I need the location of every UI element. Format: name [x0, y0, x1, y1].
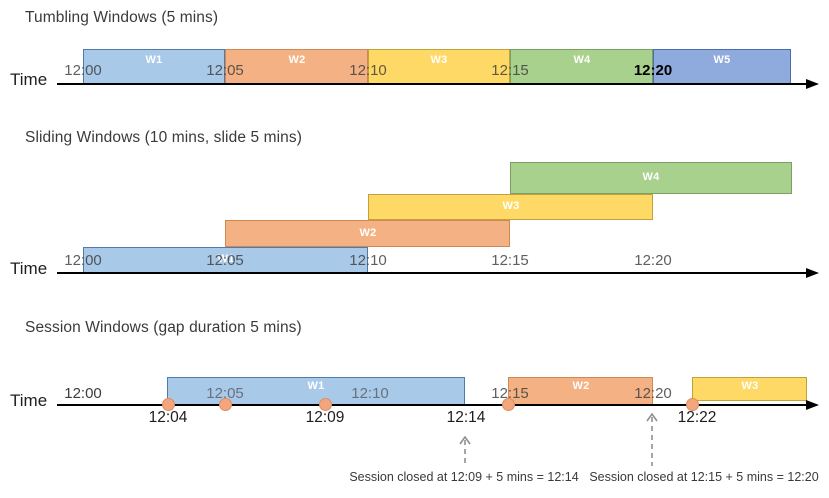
tick-label-1220: 12:20 — [634, 385, 672, 402]
tick-label-1205: 12:05 — [206, 252, 244, 269]
tick-label-1210: 12:10 — [351, 385, 389, 402]
session-close-arrow-1 — [458, 435, 472, 464]
tick-label-1215: 12:15 — [491, 62, 529, 79]
window-label-w4: W4 — [642, 171, 660, 183]
window-label-w4: W4 — [573, 54, 591, 66]
tick-label-1215: 12:15 — [491, 252, 529, 269]
window-w3 — [692, 377, 807, 401]
event-dot-unlabeled-1 — [219, 398, 232, 411]
session-close-annotation-2: Session closed at 12:15 + 5 mins = 12:20 — [589, 470, 819, 484]
tick-label-1205: 12:05 — [206, 62, 244, 79]
tick-label-1210: 12:10 — [349, 62, 387, 79]
window-label-w2: W2 — [359, 227, 377, 239]
time-axis-label-tumbling: Time — [10, 70, 48, 89]
window-label-w1: W1 — [307, 380, 325, 392]
window-label-w2: W2 — [288, 54, 306, 66]
tick-label-1205: 12:05 — [206, 385, 244, 402]
window-w1 — [83, 247, 368, 273]
time-axis-arrowhead — [806, 400, 819, 410]
tick-label-1200: 12:00 — [64, 62, 102, 79]
window-w1 — [167, 377, 465, 405]
event-dot-1215 — [502, 398, 515, 411]
tick-label-1220: 12:20 — [633, 62, 673, 79]
window-w2 — [225, 220, 510, 247]
time-axis — [57, 404, 806, 406]
window-label-w3: W3 — [502, 200, 520, 212]
window-w4 — [510, 162, 792, 194]
window-w3 — [368, 194, 653, 220]
window-label-w1: W1 — [217, 253, 235, 265]
window-label-w3: W3 — [741, 380, 759, 392]
time-axis — [57, 83, 806, 85]
time-axis-arrowhead — [806, 79, 819, 89]
sliding-windows-title: Sliding Windows (10 mins, slide 5 mins) — [25, 129, 302, 146]
time-axis-arrowhead — [806, 268, 819, 278]
event-time-label-1214: 12:14 — [446, 409, 486, 426]
session-windows-title: Session Windows (gap duration 5 mins) — [25, 319, 302, 336]
time-axis-label-sliding: Time — [10, 259, 48, 278]
tumbling-windows-title: Tumbling Windows (5 mins) — [25, 9, 219, 26]
time-axis-label-session: Time — [10, 391, 48, 410]
tick-label-1200: 12:00 — [64, 252, 102, 269]
window-label-w1: W1 — [145, 54, 163, 66]
tick-label-1200: 12:00 — [64, 385, 102, 402]
event-time-label-1222: 12:22 — [677, 409, 717, 426]
time-axis — [57, 272, 806, 274]
session-close-arrow-2 — [645, 412, 659, 466]
event-time-label-1204: 12:04 — [148, 409, 188, 426]
window-w3 — [368, 49, 510, 84]
window-label-w5: W5 — [713, 54, 731, 66]
tick-label-1210: 12:10 — [349, 252, 387, 269]
window-label-w3: W3 — [430, 54, 448, 66]
tick-label-1215: 12:15 — [491, 385, 529, 402]
window-label-w2: W2 — [572, 380, 590, 392]
window-w5 — [653, 49, 791, 84]
window-w1 — [83, 49, 225, 84]
event-dot-1209 — [319, 398, 332, 411]
tick-label-1220: 12:20 — [634, 252, 672, 269]
session-close-annotation-1: Session closed at 12:09 + 5 mins = 12:14 — [349, 470, 579, 484]
event-time-label-1209: 12:09 — [305, 409, 345, 426]
event-dot-1204 — [162, 398, 175, 411]
event-dot-1222 — [686, 398, 699, 411]
